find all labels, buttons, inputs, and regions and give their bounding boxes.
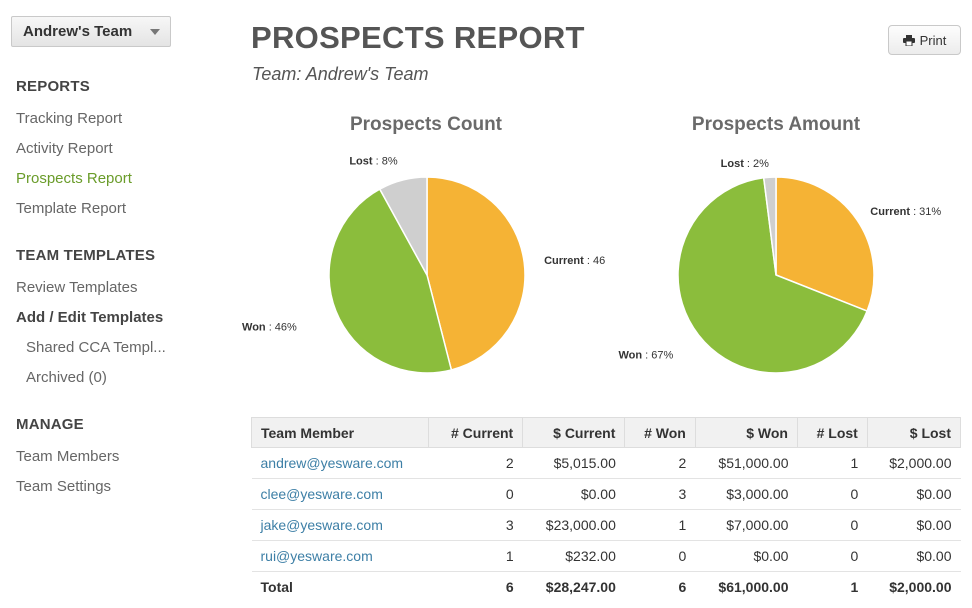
table-cell: 0 xyxy=(797,540,868,572)
table-cell: 1 xyxy=(624,509,696,541)
table-cell: 0 xyxy=(624,540,696,572)
column-header: # Lost xyxy=(796,417,868,448)
table-cell: 3 xyxy=(428,509,523,541)
table-cell: $0.00 xyxy=(867,509,961,541)
table-cell: 0 xyxy=(428,478,523,510)
chart-title-count: Prospects Count xyxy=(349,114,503,135)
printer-icon xyxy=(902,34,915,46)
prospects-amount-pie: Current : 31% Won : 67% Lost : 2% xyxy=(618,158,941,374)
pie-slice-current xyxy=(426,176,526,371)
member-email-link[interactable]: andrew@yesware.com xyxy=(251,447,429,479)
pie-slice-lost xyxy=(378,176,428,276)
table-header-row: Team Member # Current $ Current # Won $ … xyxy=(251,417,962,448)
member-email-link[interactable]: clee@yesware.com xyxy=(251,478,429,510)
sidebar-item-template-report[interactable]: Template Report xyxy=(16,200,127,217)
table-row: andrew@yesware.com 2 $5,015.00 2 $51,000… xyxy=(251,447,961,479)
table-cell: $0.00 xyxy=(867,478,961,510)
member-email-link[interactable]: jake@yesware.com xyxy=(251,509,429,541)
table-cell: 0 xyxy=(797,509,868,541)
table-row: clee@yesware.com 0 $0.00 3 $3,000.00 0 $… xyxy=(251,478,961,510)
sidebar-item-review-templates[interactable]: Review Templates xyxy=(16,279,138,296)
table-cell: $61,000.00 xyxy=(718,579,789,595)
print-button-label: Print xyxy=(919,32,947,48)
table-cell: $0.00 xyxy=(867,540,961,572)
table-cell: $3,000.00 xyxy=(695,478,798,510)
table-cell: $2,000.00 xyxy=(867,447,961,479)
sidebar-heading-team-templates: TEAM TEMPLATES xyxy=(16,247,156,264)
pie-slice-won xyxy=(328,188,453,374)
pie-label-lost: Lost : 8% xyxy=(349,156,398,168)
team-select-label: Andrew's Team xyxy=(23,23,133,40)
table-cell: $28,247.00 xyxy=(545,579,616,595)
pie-label-won: Won : 67% xyxy=(618,350,673,362)
chart-title-amount: Prospects Amount xyxy=(691,114,861,135)
sidebar-item-add-edit-templates[interactable]: Add / Edit Templates xyxy=(16,309,164,326)
chevron-down-icon xyxy=(150,29,160,35)
pie-label-current: Current : 46 xyxy=(544,255,605,267)
column-header: $ Current xyxy=(522,417,626,448)
table-cell: Total xyxy=(260,579,293,595)
table-cell: $0.00 xyxy=(522,478,625,510)
column-header: Team Member xyxy=(251,417,429,448)
table-cell: 1 xyxy=(797,447,868,479)
sidebar-item-team-members[interactable]: Team Members xyxy=(16,448,120,465)
table-cell: $2,000.00 xyxy=(889,579,952,595)
sidebar-heading-reports: REPORTS xyxy=(16,78,90,95)
table-cell: 6 xyxy=(678,579,687,595)
sidebar-item-activity-report[interactable]: Activity Report xyxy=(16,140,113,157)
pie-slice-won xyxy=(677,176,869,374)
table-total-row: Total 6 $28,247.00 6 $61,000.00 1 $2,000… xyxy=(252,572,961,603)
pie-label-current: Current : 31% xyxy=(870,206,941,218)
column-header: # Current xyxy=(427,417,524,448)
pie-label-won: Won : 46% xyxy=(242,322,297,334)
table-row: jake@yesware.com 3 $23,000.00 1 $7,000.0… xyxy=(251,509,961,541)
table-cell: 1 xyxy=(428,540,523,572)
pie-slice-lost xyxy=(762,176,777,276)
table-cell: 2 xyxy=(624,447,696,479)
sidebar-item-prospects-report[interactable]: Prospects Report xyxy=(16,170,132,187)
member-email-link[interactable]: rui@yesware.com xyxy=(251,540,429,572)
table-cell: 0 xyxy=(797,478,868,510)
column-header: # Won xyxy=(624,417,696,448)
table-cell: 1 xyxy=(850,579,859,595)
pie-slice-current xyxy=(775,176,875,313)
table-cell: $5,015.00 xyxy=(522,447,625,479)
print-button[interactable]: Print xyxy=(888,25,961,55)
prospects-count-pie: Current : 46 Won : 46% Lost : 8% xyxy=(242,156,605,374)
page-subtitle: Team: Andrew's Team xyxy=(252,64,429,84)
team-select-dropdown[interactable]: Andrew's Team xyxy=(11,16,171,47)
pie-label-lost: Lost : 2% xyxy=(721,158,770,170)
sidebar-item-shared-templates[interactable]: Shared CCA Templ... xyxy=(26,339,166,356)
sidebar-item-team-settings[interactable]: Team Settings xyxy=(16,478,112,495)
table-cell: $51,000.00 xyxy=(695,447,798,479)
table-cell: 3 xyxy=(624,478,696,510)
sidebar-heading-manage: MANAGE xyxy=(16,416,84,433)
table-cell: $23,000.00 xyxy=(522,509,625,541)
table-cell: $7,000.00 xyxy=(695,509,798,541)
column-header: $ Won xyxy=(694,417,798,448)
table-cell: 6 xyxy=(505,579,514,595)
sidebar-item-tracking-report[interactable]: Tracking Report xyxy=(16,110,123,127)
table-cell: 2 xyxy=(428,447,523,479)
table-cell: $232.00 xyxy=(522,540,625,572)
page-title: PROSPECTS REPORT xyxy=(251,20,585,55)
column-header: $ Lost xyxy=(866,417,962,448)
sidebar-item-archived[interactable]: Archived (0) xyxy=(26,369,107,386)
prospects-table: Team Member # Current $ Current # Won $ … xyxy=(251,417,962,603)
table-cell: $0.00 xyxy=(695,540,798,572)
table-row: rui@yesware.com 1 $232.00 0 $0.00 0 $0.0… xyxy=(251,540,961,572)
